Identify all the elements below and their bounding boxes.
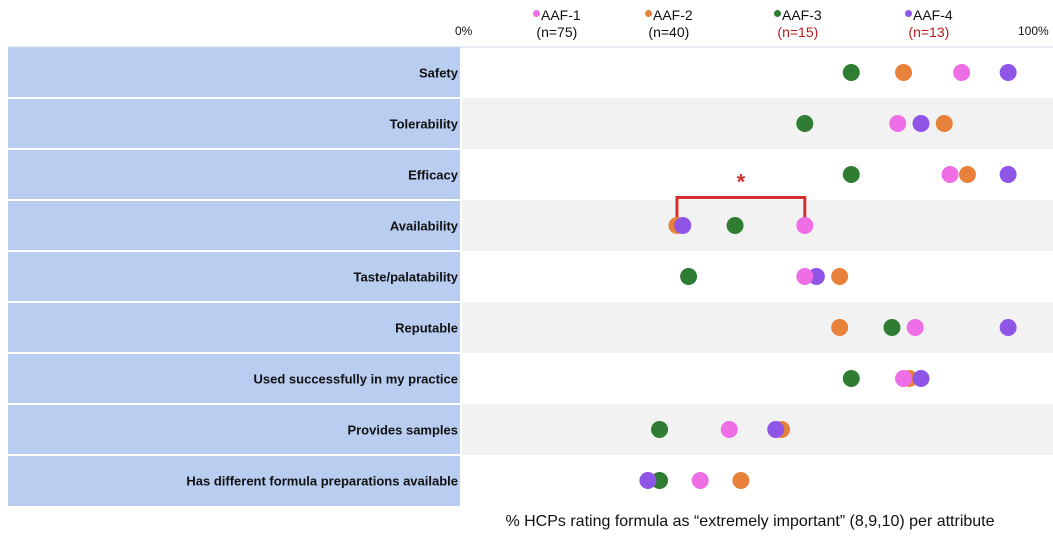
row-label-cell-efficacy bbox=[8, 149, 460, 200]
point-aaf-1-safety bbox=[953, 64, 971, 81]
point-aaf-1-tolerability bbox=[889, 115, 907, 132]
row-label-cell-reputable bbox=[8, 302, 460, 353]
legend-item-aaf-1: AAF-1 (n=75) bbox=[533, 7, 581, 41]
x-axis-max-label: 100% bbox=[1018, 24, 1049, 38]
category-label-taste-palatability: Taste/palatability bbox=[353, 270, 458, 285]
category-label-provides-samples: Provides samples bbox=[347, 423, 458, 438]
point-aaf-1-availability bbox=[796, 217, 814, 234]
significance-bracket bbox=[675, 196, 807, 218]
point-aaf-2-taste-palatability bbox=[831, 268, 849, 285]
row-label-cell-taste-palatability bbox=[8, 251, 460, 302]
row-label-cell-has-different-formula-preparations-available bbox=[8, 455, 460, 506]
point-aaf-3-has-different-formula-preparations-available bbox=[651, 472, 669, 489]
point-aaf-3-provides-samples bbox=[651, 421, 669, 438]
point-aaf-1-provides-samples bbox=[720, 421, 738, 438]
point-aaf-3-used-successfully-in-my-practice bbox=[842, 370, 860, 387]
row-band-provides-samples bbox=[462, 404, 1053, 455]
category-label-used-successfully-in-my-practice: Used successfully in my practice bbox=[254, 372, 458, 387]
point-aaf-1-taste-palatability bbox=[796, 268, 814, 285]
legend-marker-aaf-3 bbox=[774, 10, 781, 17]
point-aaf-4-provides-samples bbox=[767, 421, 785, 438]
row-band-reputable bbox=[462, 302, 1053, 353]
row-label-cell-provides-samples bbox=[8, 404, 460, 455]
category-label-tolerability: Tolerability bbox=[390, 117, 459, 132]
row-label-cell-safety bbox=[8, 47, 460, 98]
row-band-taste-palatability bbox=[462, 251, 1053, 302]
row-label-cell-tolerability bbox=[8, 98, 460, 149]
point-aaf-4-tolerability bbox=[912, 115, 930, 132]
row-band-tolerability bbox=[462, 98, 1053, 149]
category-label-has-different-formula-preparations-available: Has different formula preparations avail… bbox=[186, 474, 458, 489]
point-aaf-3-efficacy bbox=[842, 166, 860, 183]
point-aaf-4-has-different-formula-preparations-available bbox=[639, 472, 657, 489]
category-label-reputable: Reputable bbox=[395, 321, 458, 336]
point-aaf-3-availability bbox=[726, 217, 744, 234]
point-aaf-2-has-different-formula-preparations-available bbox=[732, 472, 750, 489]
legend-n-aaf-1: (n=75) bbox=[536, 24, 578, 40]
row-label-cell-availability bbox=[8, 200, 460, 251]
row-label-cell-used-successfully-in-my-practice bbox=[8, 353, 460, 404]
legend-n-aaf-4: (n=13) bbox=[908, 24, 950, 40]
point-aaf-1-used-successfully-in-my-practice bbox=[895, 370, 913, 387]
legend-item-aaf-3: AAF-3 (n=15) bbox=[774, 7, 822, 41]
point-aaf-4-taste-palatability bbox=[807, 268, 825, 285]
point-aaf-4-efficacy bbox=[999, 166, 1017, 183]
point-aaf-2-reputable bbox=[831, 319, 849, 336]
legend-item-aaf-2: AAF-2 (n=40) bbox=[645, 7, 693, 41]
row-band-used-successfully-in-my-practice bbox=[462, 353, 1053, 404]
point-aaf-2-safety bbox=[895, 64, 913, 81]
row-band-has-different-formula-preparations-available bbox=[462, 455, 1053, 506]
legend-n-aaf-2: (n=40) bbox=[648, 24, 690, 40]
category-label-efficacy: Efficacy bbox=[408, 168, 459, 183]
point-aaf-3-reputable bbox=[883, 319, 901, 336]
point-aaf-1-has-different-formula-preparations-available bbox=[691, 472, 709, 489]
legend-label-aaf-4: AAF-4 bbox=[913, 7, 953, 23]
point-aaf-3-taste-palatability bbox=[680, 268, 698, 285]
point-aaf-2-efficacy bbox=[958, 166, 976, 183]
legend-marker-aaf-2 bbox=[645, 10, 652, 17]
point-aaf-3-tolerability bbox=[796, 115, 814, 132]
legend-marker-aaf-1 bbox=[533, 10, 540, 17]
legend-label-aaf-2: AAF-2 bbox=[653, 7, 693, 23]
point-aaf-1-efficacy bbox=[941, 166, 959, 183]
category-label-safety: Safety bbox=[419, 66, 459, 81]
category-label-availability: Availability bbox=[390, 219, 459, 234]
point-aaf-4-availability bbox=[674, 217, 692, 234]
point-aaf-4-reputable bbox=[999, 319, 1017, 336]
legend-marker-aaf-4 bbox=[905, 10, 912, 17]
legend-n-aaf-3: (n=15) bbox=[777, 24, 819, 40]
x-axis-title: % HCPs rating formula as “extremely impo… bbox=[505, 513, 995, 530]
point-aaf-4-used-successfully-in-my-practice bbox=[912, 370, 930, 387]
point-aaf-3-safety bbox=[842, 64, 860, 81]
legend-label-aaf-1: AAF-1 bbox=[541, 7, 581, 23]
row-band-availability bbox=[462, 200, 1053, 251]
point-aaf-1-reputable bbox=[906, 319, 924, 336]
point-aaf-2-tolerability bbox=[935, 115, 953, 132]
point-aaf-4-safety bbox=[999, 64, 1017, 81]
legend-label-aaf-3: AAF-3 bbox=[782, 7, 822, 23]
significance-star: * bbox=[737, 170, 746, 195]
x-axis-min-label: 0% bbox=[455, 24, 473, 38]
legend-item-aaf-4: AAF-4 (n=13) bbox=[905, 7, 953, 41]
